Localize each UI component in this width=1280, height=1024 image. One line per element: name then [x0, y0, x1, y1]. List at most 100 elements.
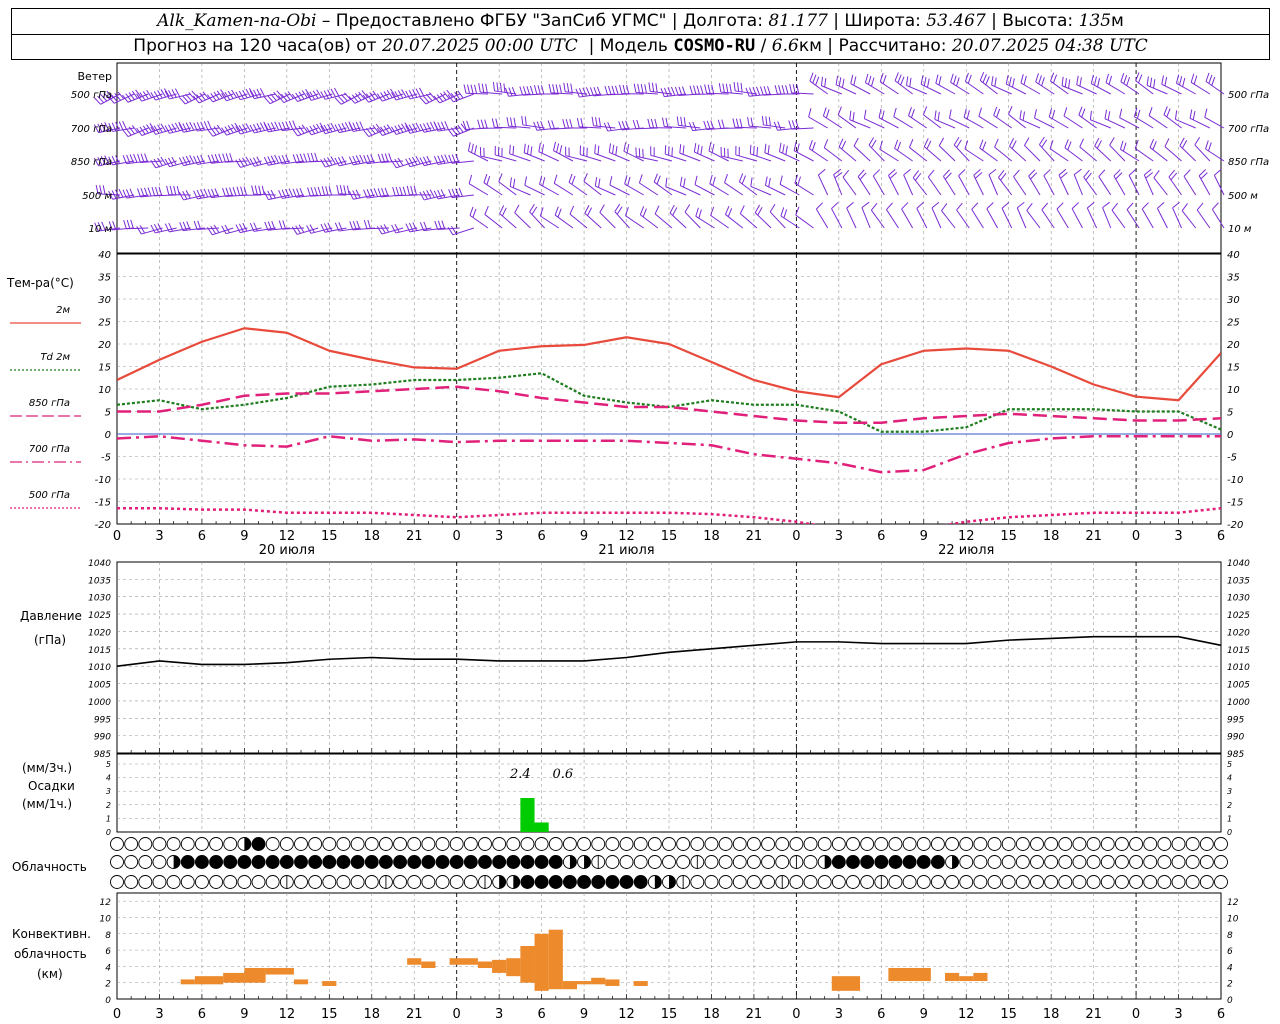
cloud-cover-circle — [279, 837, 294, 851]
cloud-cover-circle — [860, 837, 875, 851]
wind-barb-shaft — [1134, 116, 1154, 129]
wind-barb-feather — [1108, 75, 1113, 85]
wind-barb-feather — [922, 106, 928, 115]
cloud-cover-circle — [647, 855, 662, 869]
wind-barb-feather — [498, 173, 503, 182]
wind-barb-shaft — [764, 152, 786, 162]
wind-barb-feather — [429, 189, 435, 198]
wind-barb-feather — [626, 84, 630, 94]
wind-barb-shaft — [324, 93, 347, 100]
precip-unit-3h: (мм/3ч.) — [22, 761, 72, 775]
cloud-cover-full — [351, 855, 365, 869]
wind-barb-feather — [334, 222, 340, 232]
wind-barb-feather — [499, 82, 502, 92]
wind-barb-feather — [361, 90, 368, 98]
hour-tick-label: 21 — [1085, 1007, 1102, 1022]
wind-barb-feather — [667, 87, 672, 97]
wind-barb-feather — [463, 84, 467, 94]
wind-barb-feather — [323, 158, 330, 167]
wind-barb-shaft — [979, 80, 998, 95]
wind-barb-feather — [894, 139, 899, 149]
cloud-cover-full — [874, 855, 888, 869]
wind-barb-feather — [278, 190, 283, 199]
wind-barb-shaft — [679, 152, 701, 162]
wind-barb-shaft — [1175, 118, 1196, 129]
wind-barb-feather — [254, 185, 258, 195]
wind-barb-shaft — [1135, 80, 1154, 95]
wind-barb-feather — [227, 125, 234, 134]
wind-barb-shaft — [1161, 83, 1182, 95]
wind-barb-feather — [447, 94, 454, 103]
wind-barb-feather — [529, 85, 534, 95]
wind-barb-feather — [362, 129, 370, 137]
temp-ytick-right: -5 — [1227, 453, 1237, 464]
cloud-cover-circle — [265, 875, 280, 889]
wind-barb-shaft — [155, 160, 177, 169]
wind-barb-feather — [185, 155, 191, 165]
wind-barb-feather — [142, 91, 149, 100]
wind-barb-feather — [607, 85, 612, 95]
temp-ytick-left: 35 — [98, 273, 111, 284]
wind-barb-feather — [540, 120, 545, 130]
wind-barb-feather — [157, 223, 163, 232]
wind-barb-feather — [253, 89, 259, 99]
wind-barb-feather — [841, 140, 847, 150]
wind-barb-feather — [897, 141, 902, 151]
wind-barb-shaft — [583, 181, 602, 196]
cloud-cover-circle — [973, 837, 988, 851]
wind-barb-feather — [509, 177, 512, 187]
wind-barb-feather — [185, 122, 191, 132]
wind-barb-feather — [1028, 169, 1036, 177]
wind-barb-feather — [419, 96, 427, 105]
conv-ytick-right: 4 — [1227, 963, 1233, 973]
temp-legend-label: 850 гПа — [29, 398, 70, 409]
wind-barb-feather — [750, 177, 753, 187]
wind-barb-feather — [100, 94, 108, 102]
wind-barb-feather — [926, 140, 932, 150]
cloud-cover-circle — [831, 837, 846, 851]
wind-barb-feather — [853, 76, 857, 86]
wind-barb-feather — [178, 96, 186, 105]
wind-barb-feather — [144, 187, 149, 197]
wind-barb-feather — [1109, 137, 1115, 146]
wind-barb-feather — [777, 121, 782, 131]
wind-barb-shaft — [779, 183, 800, 196]
wind-barb-feather — [1011, 140, 1017, 149]
cloud-cover-full — [860, 855, 874, 869]
wind-barb-shaft — [514, 212, 531, 229]
wind-barb-feather — [408, 124, 414, 133]
wind-barb-shaft — [1016, 207, 1027, 229]
wind-barb-feather — [316, 123, 322, 132]
forecast-start: 20.07.2025 00:00 UTC — [381, 36, 578, 56]
wind-barb-shaft — [368, 93, 390, 103]
wind-barb-feather — [979, 139, 984, 149]
wind-barb-feather — [229, 187, 233, 197]
cloud-cover-circle — [1072, 855, 1087, 869]
wind-barb-shaft — [98, 193, 121, 196]
wind-barb-feather — [672, 207, 678, 216]
wind-barb-feather — [1136, 109, 1141, 119]
wind-barb-feather — [104, 122, 110, 131]
wind-level-left-label: 700 гПа — [71, 124, 112, 135]
wind-barb-feather — [765, 116, 768, 126]
precip-ytick-right: 3 — [1227, 787, 1232, 796]
wind-barb-feather — [1119, 108, 1123, 118]
wind-barb-feather — [834, 172, 843, 179]
wind-barb-feather — [153, 125, 160, 134]
wind-barb-shaft — [126, 194, 149, 199]
wind-barb-feather — [722, 83, 725, 93]
wind-barb-feather — [985, 76, 990, 85]
wind-barb-feather — [474, 84, 478, 94]
wind-barb-feather — [1090, 74, 1094, 84]
wind-barb-feather — [993, 106, 998, 116]
wind-barb-feather — [653, 173, 658, 183]
wind-barb-feather — [211, 188, 216, 198]
wind-barb-feather — [1198, 169, 1207, 177]
cloud-cover-circle — [1129, 855, 1144, 869]
wind-level-left-label: 500 гПа — [71, 90, 112, 101]
cloudiness-panel — [110, 837, 1228, 889]
hour-tick-label: 21 — [406, 1007, 423, 1022]
cloud-cover-circle — [463, 837, 478, 851]
wind-barb-feather — [603, 122, 609, 132]
wind-barb-feather — [764, 176, 768, 186]
